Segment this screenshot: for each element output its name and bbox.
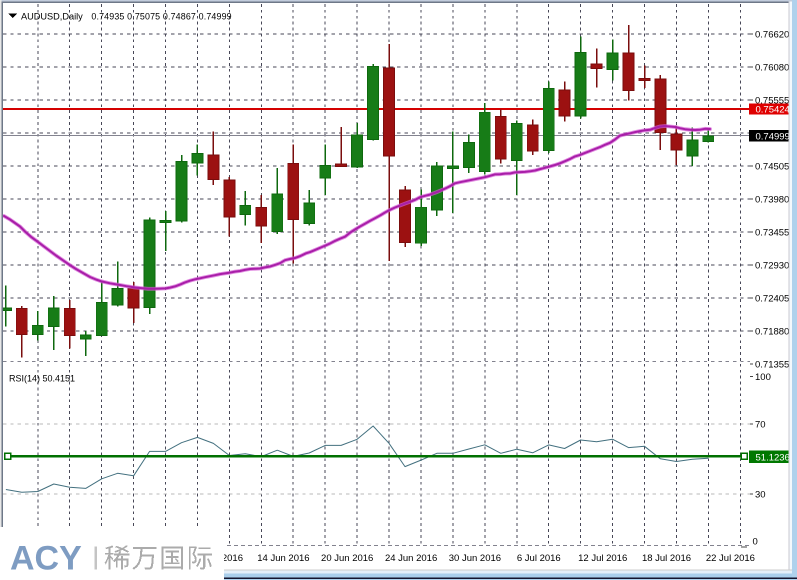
svg-text:0.71880: 0.71880	[755, 327, 789, 338]
svg-text:18 Jul 2016: 18 Jul 2016	[642, 553, 691, 564]
svg-text:30: 30	[755, 490, 766, 501]
svg-text:24 Jun 2016: 24 Jun 2016	[385, 553, 437, 564]
svg-text:0.74505: 0.74505	[755, 162, 789, 173]
svg-text:70: 70	[755, 420, 766, 431]
svg-text:0.75555: 0.75555	[755, 96, 789, 107]
svg-text:0.76080: 0.76080	[755, 63, 789, 74]
svg-text:30 Jun 2016: 30 Jun 2016	[449, 553, 501, 564]
svg-text:6 Jul 2016: 6 Jul 2016	[517, 553, 561, 564]
svg-text:0.73455: 0.73455	[755, 228, 789, 239]
svg-text:12 Jul 2016: 12 Jul 2016	[578, 553, 627, 564]
svg-text:0.75424: 0.75424	[756, 105, 790, 116]
svg-text:14 Jun 2016: 14 Jun 2016	[257, 553, 309, 564]
svg-text:100: 100	[755, 372, 771, 383]
svg-text:0.72930: 0.72930	[755, 261, 789, 272]
svg-text:RSI(14) 50.4151: RSI(14) 50.4151	[9, 374, 75, 384]
svg-text:0.71355: 0.71355	[755, 360, 789, 371]
svg-text:0.73980: 0.73980	[755, 195, 789, 206]
svg-text:0.74935 0.75075 0.74867 0.7499: 0.74935 0.75075 0.74867 0.74999	[91, 12, 231, 22]
svg-text:ACY: ACY	[10, 540, 82, 578]
svg-text:20 Jun 2016: 20 Jun 2016	[321, 553, 373, 564]
svg-text:AUDUSD,Daily: AUDUSD,Daily	[21, 12, 83, 22]
svg-text:22 Jul 2016: 22 Jul 2016	[706, 553, 755, 564]
svg-text:0.76620: 0.76620	[755, 30, 789, 41]
svg-text:51.1236: 51.1236	[756, 452, 790, 463]
svg-text:0.74999: 0.74999	[756, 131, 790, 142]
svg-text:0.72405: 0.72405	[755, 294, 789, 305]
svg-text:0: 0	[753, 537, 758, 548]
